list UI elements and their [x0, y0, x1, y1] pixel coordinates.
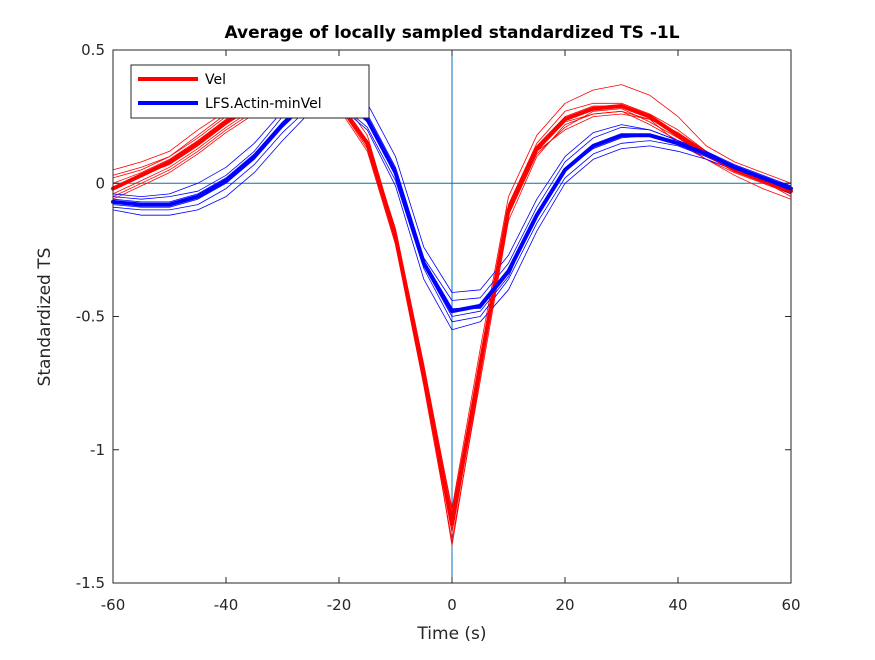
- y-axis-label: Standardized TS: [35, 248, 55, 387]
- y-tick-label: 0.5: [81, 41, 105, 59]
- y-tick-label: -1: [90, 441, 105, 459]
- series-line-lfs-actin-minvel: [111, 93, 793, 314]
- y-tick-label: -0.5: [76, 308, 105, 326]
- x-tick-label: -60: [101, 596, 126, 614]
- sample-line-vel-5: [112, 94, 792, 533]
- chart-title: Average of locally sampled standardized …: [224, 23, 679, 43]
- x-tick-label: -40: [214, 596, 239, 614]
- legend-label-vel: Vel: [205, 72, 226, 88]
- y-axis-ticks: -1.5 -1 -0.5 0 0.5: [76, 41, 791, 592]
- x-tick-label: 0: [447, 596, 457, 614]
- x-tick-label: 60: [781, 596, 800, 614]
- series-line-vel: [111, 93, 793, 527]
- sample-line-lfs-2: [112, 105, 792, 331]
- legend-box: [130, 64, 370, 119]
- x-tick-label: -20: [327, 596, 352, 614]
- y-tick-label: 0: [95, 174, 105, 192]
- sample-line-vel-6: [112, 97, 792, 547]
- y-tick-label: -1.5: [76, 574, 105, 592]
- mean-lines: [111, 93, 793, 527]
- sample-line-lfs-3: [112, 89, 792, 301]
- sample-line-lfs-4: [112, 102, 792, 323]
- x-axis-ticks: -60 -40 -20 0 20 40 60: [101, 50, 801, 614]
- x-axis-label: Time (s): [416, 624, 486, 644]
- legend-label-lfs-actin-minvel: LFS.Actin-minVel: [205, 96, 322, 112]
- x-tick-label: 40: [668, 596, 687, 614]
- legend: Vel LFS.Actin-minVel: [130, 64, 370, 119]
- x-tick-label: 20: [555, 596, 574, 614]
